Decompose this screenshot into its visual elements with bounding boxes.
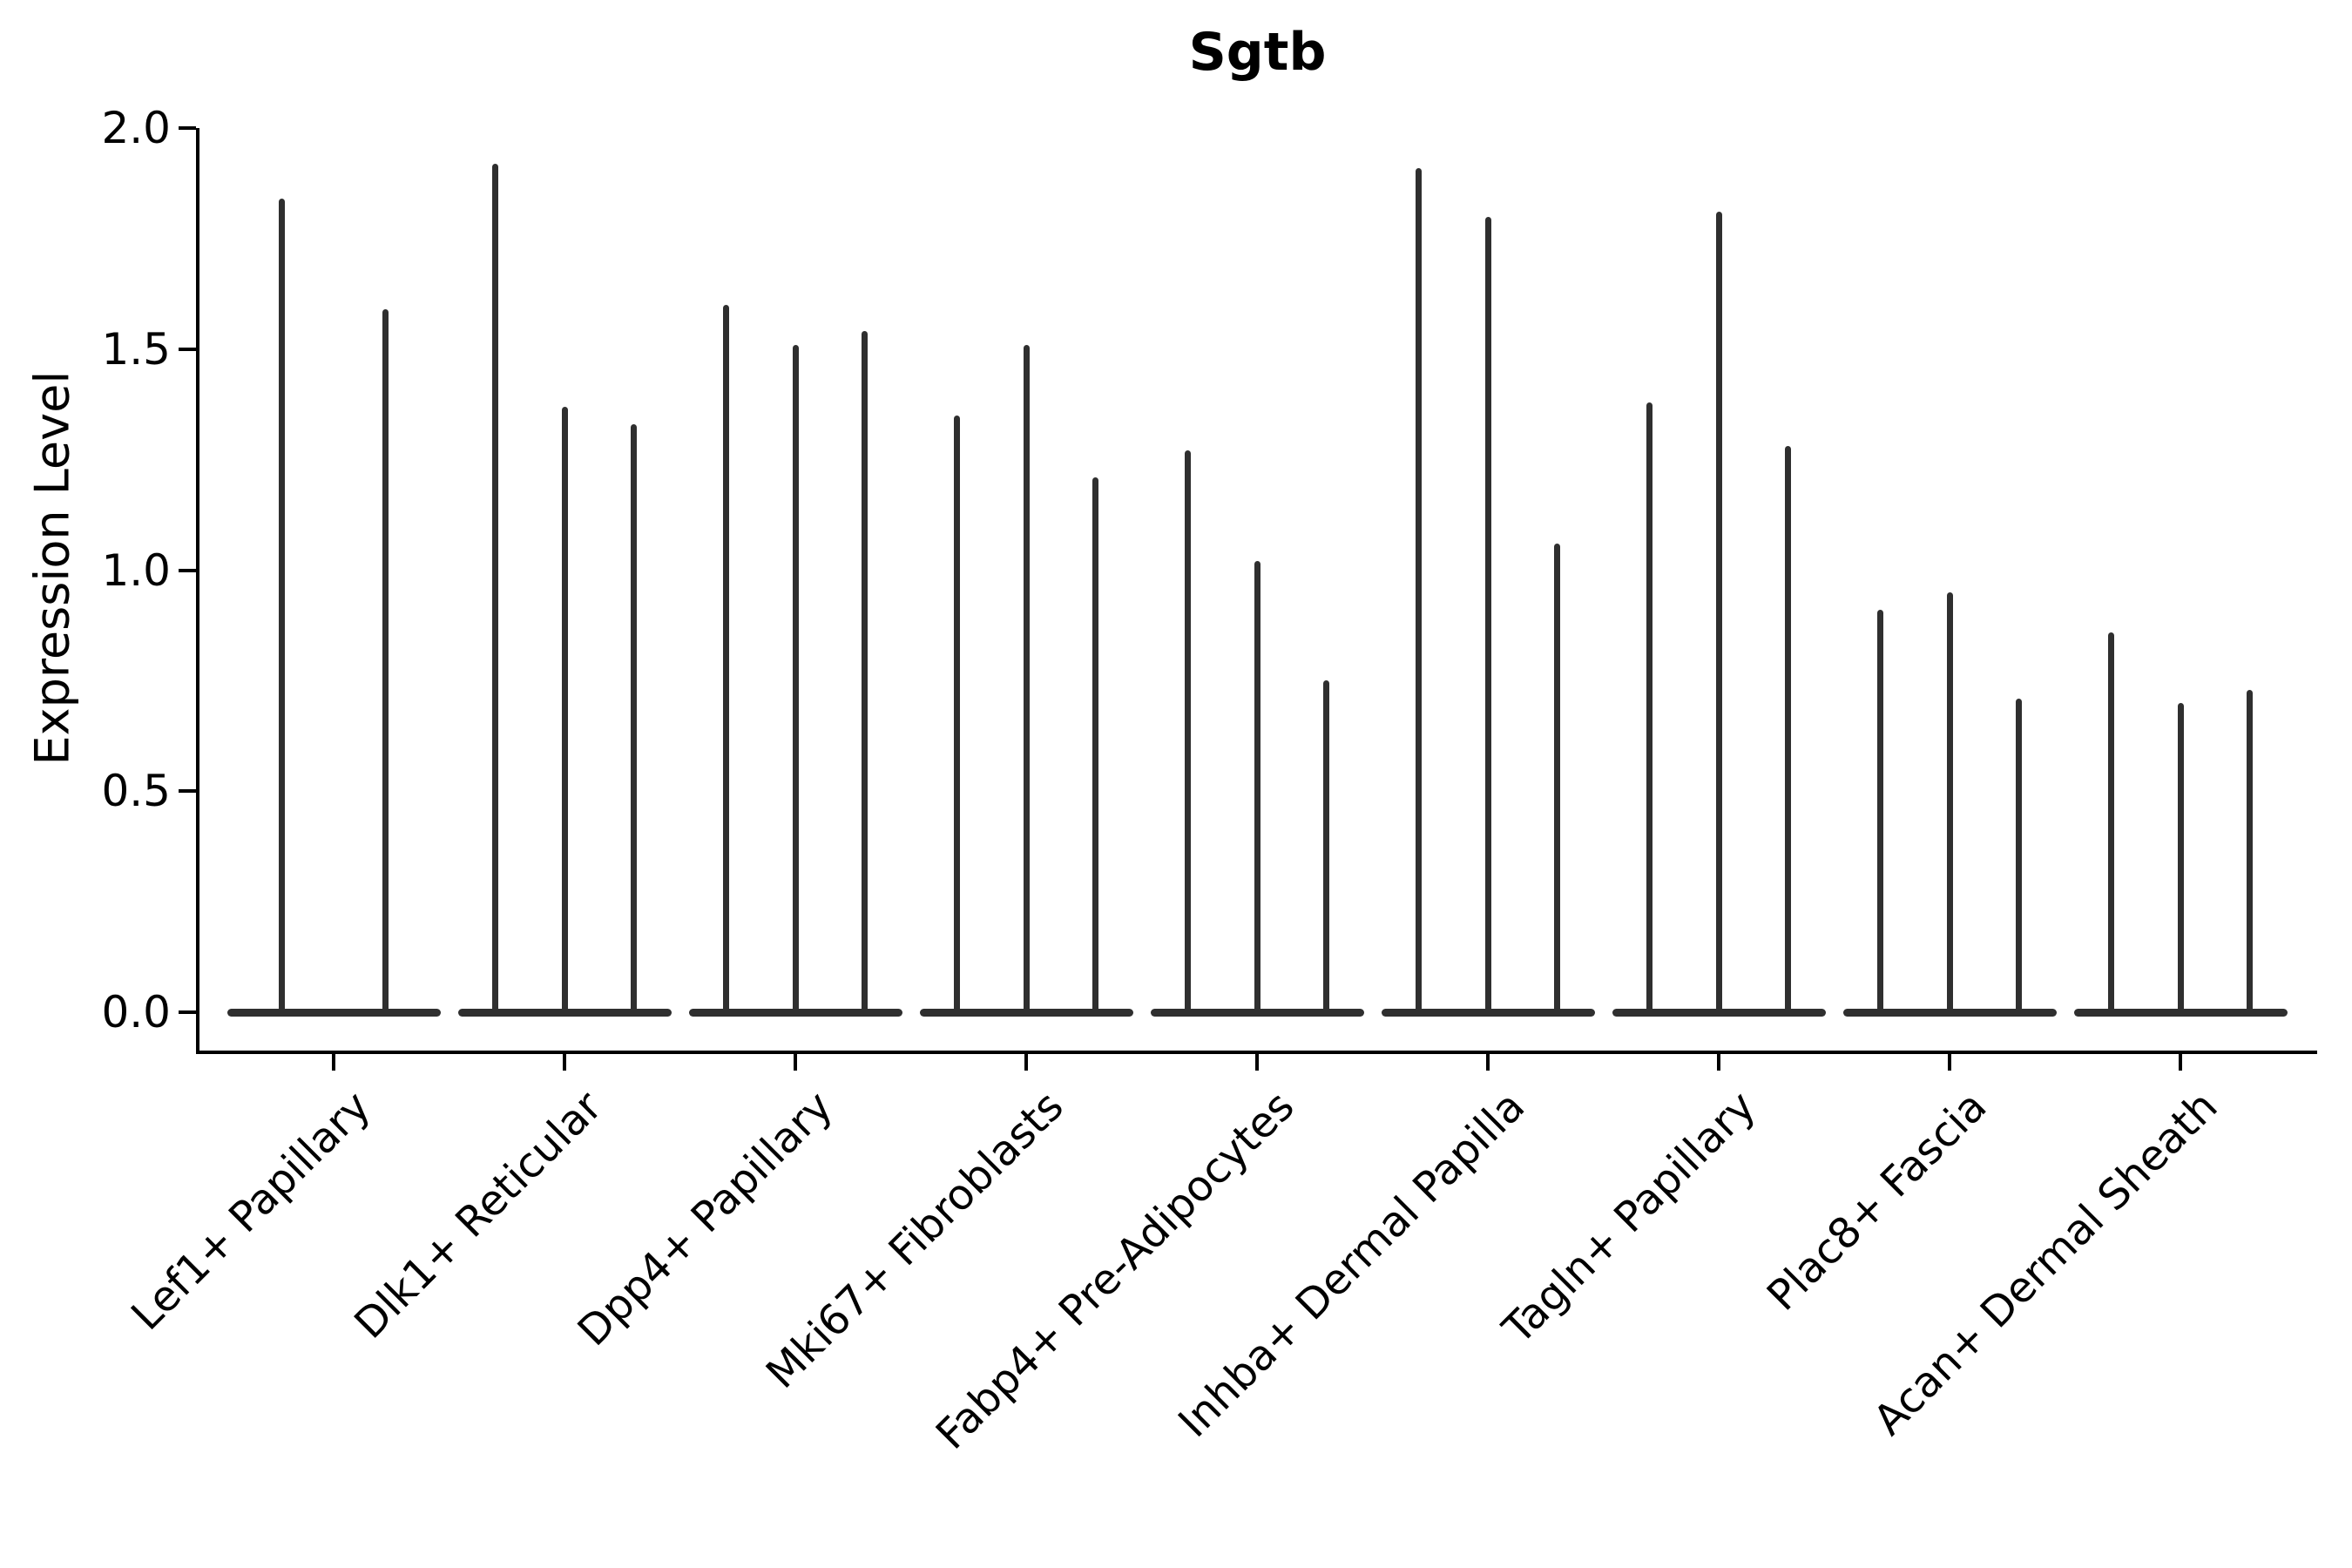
violin-base bbox=[2073, 1008, 2288, 1017]
x-tick bbox=[1255, 1052, 1259, 1071]
x-tick bbox=[332, 1052, 335, 1071]
y-tick bbox=[179, 347, 196, 351]
violin-spike bbox=[954, 415, 960, 1010]
violin-base bbox=[919, 1008, 1133, 1017]
violin-base bbox=[1612, 1008, 1826, 1017]
x-tick-label: Dlk1+ Reticular bbox=[344, 1082, 612, 1348]
x-tick bbox=[2179, 1052, 2182, 1071]
violin-spike bbox=[1323, 680, 1329, 1010]
x-tick-label: Tagln+ Papillary bbox=[1493, 1082, 1766, 1354]
x-tick-label: Lef1+ Papillary bbox=[122, 1082, 381, 1340]
x-tick bbox=[794, 1052, 797, 1071]
y-tick bbox=[179, 789, 196, 794]
y-tick bbox=[179, 1010, 196, 1014]
violin-spike bbox=[1554, 544, 1560, 1010]
violin-base bbox=[226, 1008, 441, 1017]
violin-spike bbox=[1946, 591, 1953, 1010]
violin-spike bbox=[1092, 476, 1098, 1010]
y-axis-spine bbox=[196, 128, 199, 1054]
violin-spike bbox=[1646, 402, 1652, 1010]
violin-spike bbox=[2177, 702, 2184, 1010]
violin-spike bbox=[1715, 212, 1722, 1010]
violin-spike bbox=[1416, 167, 1422, 1010]
violin-spike bbox=[1484, 216, 1491, 1010]
y-tick-label: 2.0 bbox=[101, 103, 171, 153]
violin-spike bbox=[279, 199, 285, 1010]
violin-spike bbox=[862, 331, 868, 1010]
y-tick-label: 1.5 bbox=[101, 323, 171, 375]
violin-spike bbox=[1785, 446, 1791, 1010]
violin-spike bbox=[1254, 561, 1260, 1010]
x-tick bbox=[563, 1052, 566, 1071]
y-tick-label: 0.5 bbox=[101, 766, 171, 817]
violin-spike bbox=[1185, 450, 1191, 1010]
violin-base bbox=[1150, 1008, 1364, 1017]
x-tick-label: Plac8+ Fascia bbox=[1758, 1082, 1997, 1321]
x-tick bbox=[1717, 1052, 1720, 1071]
violin-base bbox=[1842, 1008, 2057, 1017]
violin-spike bbox=[723, 305, 729, 1010]
violin-spike bbox=[792, 344, 799, 1010]
violin-spike bbox=[382, 309, 389, 1010]
violin-base bbox=[1381, 1008, 1595, 1017]
y-tick-label: 1.0 bbox=[101, 544, 171, 596]
y-tick bbox=[179, 126, 196, 130]
violin-spike bbox=[561, 406, 568, 1010]
violin-spike bbox=[2247, 689, 2253, 1010]
x-tick bbox=[1948, 1052, 1951, 1071]
violin-spike bbox=[492, 163, 498, 1010]
violin-spike bbox=[1023, 344, 1030, 1010]
x-tick bbox=[1024, 1052, 1028, 1071]
violin-spike bbox=[2108, 632, 2114, 1010]
violin-spike bbox=[631, 424, 637, 1010]
violin-base bbox=[688, 1008, 902, 1017]
x-tick bbox=[1486, 1052, 1490, 1071]
violin-spike bbox=[2016, 698, 2022, 1010]
violin-spike bbox=[1877, 610, 1883, 1010]
y-tick bbox=[179, 568, 196, 572]
chart-title: Sgtb bbox=[1188, 22, 1327, 83]
y-tick-label: 0.0 bbox=[101, 987, 171, 1037]
x-tick-label: Dpp4+ Papillary bbox=[568, 1082, 842, 1356]
violin-base bbox=[457, 1008, 672, 1017]
